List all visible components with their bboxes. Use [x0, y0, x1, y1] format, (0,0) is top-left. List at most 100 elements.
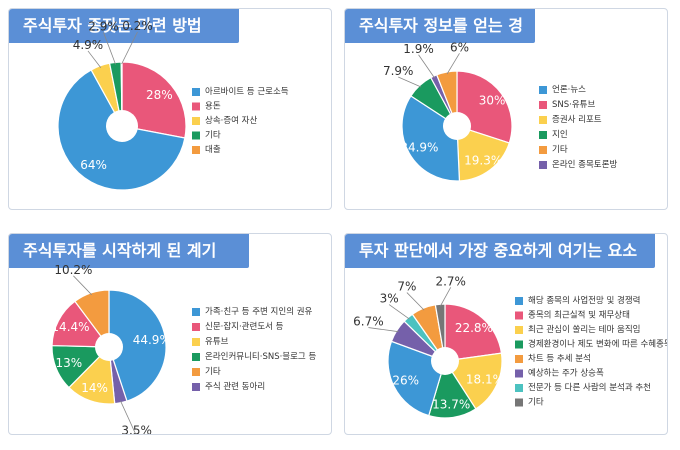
legend-label: 종목의 최근실적 및 재무상태 — [528, 310, 630, 321]
slice-value-label: 2.7% — [435, 274, 466, 288]
legend-label: 예상하는 주가 상승폭 — [528, 368, 604, 379]
legend-swatch — [515, 326, 523, 334]
pie-slice — [74, 289, 110, 349]
legend-swatch — [192, 353, 200, 361]
legend-swatch — [192, 146, 200, 154]
pie-slice — [456, 125, 511, 182]
slice-value-label: 1.9% — [403, 42, 434, 56]
legend-swatch — [539, 86, 547, 94]
slice-labels: 44.9% 3.5% 14% 13% 14.4% 10.2% — [51, 263, 171, 435]
pie-slice — [401, 95, 461, 182]
legend-swatch — [192, 323, 200, 331]
slice-value-label: 6.7% — [353, 315, 384, 329]
chart-panel-info-sources: 주식투자 정보를 얻는 경로 30% 19.3% 34.9% 7.9% 1.9% 6% 언론… — [344, 8, 668, 210]
pie-slice — [435, 70, 458, 127]
chart-panel-motivation: 주식투자를 시작하게 된 계기 44.9% 3.5% 14% 13% 14.4% 10.2… — [8, 233, 332, 435]
donut-hole — [443, 112, 471, 140]
legend-label: 신문·잡지·관련도서 등 — [205, 321, 284, 332]
donut-hole — [106, 110, 138, 142]
chart-title: 주식투자 정보를 얻는 경로 — [345, 9, 535, 69]
legend-label: 언론·뉴스 — [552, 84, 586, 95]
leader-line — [87, 50, 102, 68]
slice-value-label: 18.1% — [466, 372, 504, 386]
slice-value-label: 6% — [450, 40, 469, 54]
slice-value-label: 14.4% — [51, 320, 89, 334]
slice-labels: 30% 19.3% 34.9% 7.9% 1.9% 6% — [383, 40, 505, 167]
slice-value-label: 14% — [81, 381, 108, 395]
legend-label: 상속·증여 자산 — [205, 115, 258, 126]
pie-slice — [51, 300, 111, 348]
slice-value-label: 13% — [55, 356, 82, 370]
legend-label: 전문가 등 다른 사람의 분석과 추천 — [528, 382, 651, 393]
leader-line — [439, 287, 452, 307]
slice-value-label: 3% — [380, 292, 399, 306]
legend-swatch — [192, 368, 200, 376]
legend-swatch — [192, 88, 200, 96]
legend-label: 주식 관련 동아리 — [205, 381, 265, 392]
legend-label: 최근 관심이 쏠리는 테마 움직임 — [528, 324, 640, 335]
leader-line — [73, 275, 92, 296]
legend-swatch — [515, 297, 523, 305]
chart-title: 주식투자를 시작하게 된 계기 — [9, 234, 249, 268]
slice-value-label: 28% — [146, 88, 173, 102]
slice-value-label: 34.9% — [400, 140, 438, 154]
legend-swatch — [515, 340, 523, 349]
leader-line — [103, 32, 116, 65]
slice-value-label: 7.9% — [383, 64, 414, 78]
legend-label: 해당 종목의 사업전망 및 경쟁력 — [528, 295, 640, 306]
slice-value-label: 7% — [397, 280, 416, 294]
slice-value-label: 2.9% — [88, 19, 119, 33]
legend-label: 용돈 — [205, 102, 221, 112]
leader-line — [120, 400, 137, 434]
slice-value-label: 19.3% — [464, 153, 502, 167]
legend-swatch — [515, 311, 523, 320]
chart-panel-funding-sources: 주식투자 종잣돈 마련 방법 28% 64% 4.9% 2.9% 0.2% 아르바이트 등… — [8, 8, 332, 210]
legend-label: 가족·친구 등 주변 지인의 권유 — [205, 306, 313, 317]
legend-label: 기타 — [528, 398, 544, 408]
pie-slices — [401, 70, 513, 182]
legend-label: 경제환경이나 제도 변화에 따른 수혜종목 — [528, 339, 668, 350]
pie-slice — [120, 61, 123, 127]
legend-label: 기타 — [205, 131, 221, 141]
slice-value-label: 10.2% — [54, 263, 92, 277]
leader-line — [121, 31, 138, 65]
slice-value-label: 30% — [479, 94, 506, 108]
slice-labels: 28% 64% 4.9% 2.9% 0.2% — [73, 19, 173, 172]
leader-line — [388, 304, 410, 320]
legend-swatch — [192, 383, 200, 391]
legend-label: 기타 — [205, 367, 221, 377]
legend-label: SNS·유튜브 — [552, 100, 595, 110]
pie-slices — [387, 303, 503, 419]
slice-value-label: 3.5% — [121, 423, 152, 435]
legend-label: 기타 — [552, 145, 568, 155]
slice-labels: 22.8% 18.1% 13.7% 26% 6.7% 3%7% 2.7% — [353, 274, 504, 411]
slice-value-label: 22.8% — [455, 321, 493, 335]
pie-chart-factors: 22.8% 18.1% 13.7% 26% 6.7% 3%7% 2.7% 해당 종목의 사업전… — [353, 274, 668, 419]
slice-value-label: 4.9% — [73, 38, 104, 52]
legend-swatch — [192, 102, 200, 111]
pie-slice — [443, 352, 503, 410]
legend-swatch — [192, 131, 200, 140]
leader-line — [406, 292, 425, 311]
donut-hole — [95, 333, 123, 361]
slice-value-label: 44.9% — [133, 333, 171, 347]
legend-label: 지인 — [552, 129, 568, 140]
legend-label: 아르바이트 등 근로소득 — [205, 86, 289, 97]
leader-line — [368, 327, 399, 333]
pie-slice — [121, 61, 187, 139]
leader-line — [418, 54, 435, 79]
slice-value-label: 13.7% — [432, 398, 470, 412]
legend-label: 온라인 종목토론방 — [552, 159, 617, 170]
leader-line — [398, 76, 422, 88]
donut-hole — [431, 347, 459, 375]
legend-swatch — [515, 355, 523, 363]
pie-slice — [434, 303, 446, 362]
legend-label: 유튜브 — [205, 337, 229, 347]
legend-swatch — [515, 398, 523, 407]
pie-slices — [51, 289, 167, 405]
